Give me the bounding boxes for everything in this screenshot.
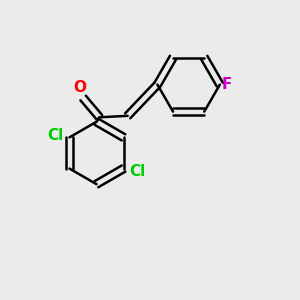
Text: Cl: Cl [47,128,64,143]
Text: Cl: Cl [130,164,146,179]
Text: F: F [221,77,232,92]
Text: O: O [74,80,87,95]
